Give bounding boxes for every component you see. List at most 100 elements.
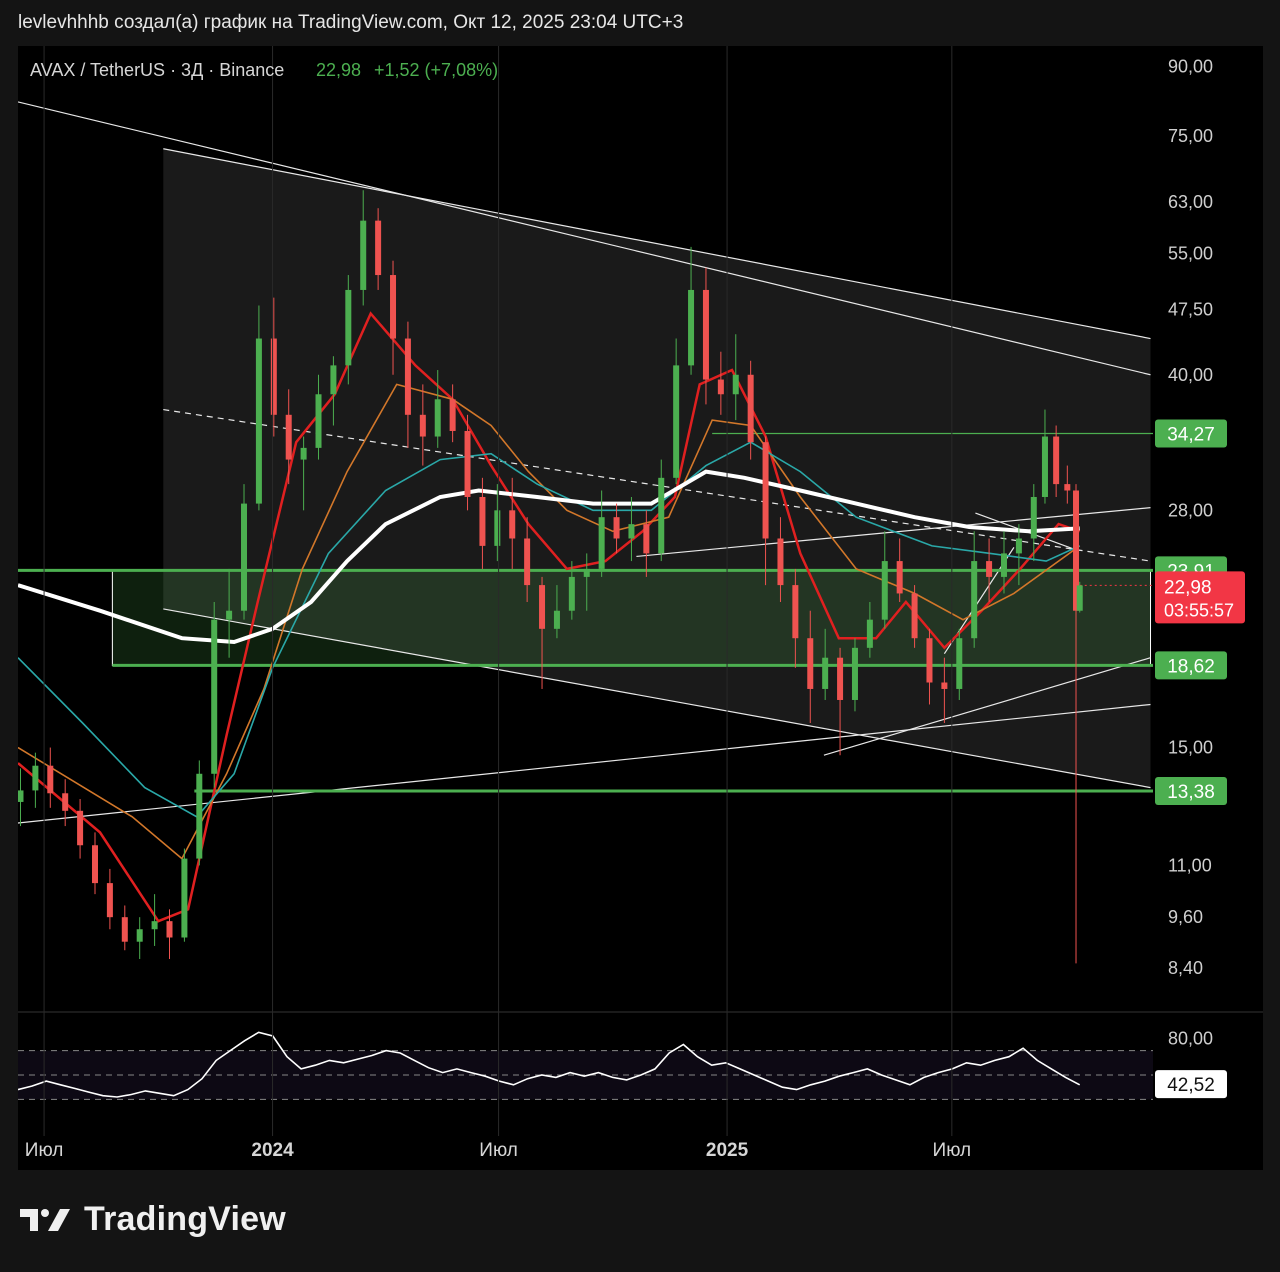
price-tick-label: 63,00 bbox=[1168, 192, 1213, 212]
candle[interactable] bbox=[166, 909, 173, 959]
price-tick-label: 55,00 bbox=[1168, 244, 1213, 264]
candle[interactable] bbox=[449, 384, 456, 443]
candle[interactable] bbox=[1076, 581, 1083, 613]
candle[interactable] bbox=[762, 436, 769, 586]
candle[interactable] bbox=[941, 657, 948, 724]
candle[interactable] bbox=[792, 568, 799, 668]
candle[interactable] bbox=[717, 351, 724, 415]
candle[interactable] bbox=[211, 601, 218, 788]
candle[interactable] bbox=[241, 484, 248, 620]
candle[interactable] bbox=[747, 360, 754, 460]
level-badge-label: 34,27 bbox=[1167, 425, 1215, 446]
candle-body bbox=[509, 510, 516, 539]
price-chart[interactable]: 90,00 75,00 63,00 55,00 47,50 40,00 28,00 15,00… bbox=[18, 46, 1263, 1170]
candle[interactable] bbox=[196, 760, 203, 866]
candle[interactable] bbox=[822, 628, 829, 700]
candle[interactable] bbox=[553, 585, 560, 639]
candle[interactable] bbox=[628, 496, 635, 562]
moving-average-line bbox=[18, 469, 1080, 645]
candle[interactable] bbox=[673, 338, 680, 485]
candle[interactable] bbox=[494, 484, 501, 562]
candle[interactable] bbox=[1073, 484, 1080, 964]
price-tick-label: 11,00 bbox=[1168, 855, 1212, 875]
candle[interactable] bbox=[181, 848, 188, 942]
candle[interactable] bbox=[613, 503, 620, 554]
candle[interactable] bbox=[77, 799, 84, 859]
candle[interactable] bbox=[285, 389, 292, 485]
candle[interactable] bbox=[1053, 425, 1060, 497]
candle[interactable] bbox=[330, 356, 337, 426]
candle[interactable] bbox=[777, 517, 784, 602]
price-tick-label: 47,50 bbox=[1168, 299, 1213, 319]
candle-body bbox=[1053, 436, 1060, 485]
candle[interactable] bbox=[121, 905, 128, 951]
candle[interactable] bbox=[986, 538, 993, 602]
candle[interactable] bbox=[866, 601, 873, 658]
candle[interactable] bbox=[881, 531, 888, 629]
candle[interactable] bbox=[151, 894, 158, 946]
candle[interactable] bbox=[643, 510, 650, 577]
candle[interactable] bbox=[702, 267, 709, 405]
candle-body bbox=[702, 289, 709, 380]
candle[interactable] bbox=[1041, 409, 1048, 504]
candle[interactable] bbox=[851, 638, 858, 712]
candle[interactable] bbox=[539, 576, 546, 689]
candle[interactable] bbox=[315, 374, 322, 460]
candle[interactable] bbox=[226, 568, 233, 658]
level-badge-label: 13,38 bbox=[1167, 782, 1215, 803]
candle[interactable] bbox=[390, 260, 397, 375]
candle[interactable] bbox=[1015, 524, 1022, 586]
candle[interactable] bbox=[971, 531, 978, 648]
trendline bbox=[163, 608, 1151, 789]
candle[interactable] bbox=[598, 490, 605, 577]
candle[interactable] bbox=[404, 321, 411, 448]
candle[interactable] bbox=[583, 553, 590, 611]
candle[interactable] bbox=[1000, 531, 1007, 594]
candle[interactable] bbox=[1064, 465, 1071, 504]
candle[interactable] bbox=[18, 768, 24, 827]
candle[interactable] bbox=[509, 477, 516, 569]
candle[interactable] bbox=[658, 459, 665, 562]
candle[interactable] bbox=[464, 414, 471, 511]
candle-body bbox=[732, 374, 739, 395]
candle[interactable] bbox=[911, 585, 918, 648]
candle-body bbox=[285, 414, 292, 460]
candle-body bbox=[32, 765, 39, 791]
candle[interactable] bbox=[434, 370, 441, 448]
time-tick-label: Июл bbox=[933, 1140, 972, 1161]
candle[interactable] bbox=[270, 297, 277, 437]
candle[interactable] bbox=[300, 436, 307, 511]
price-tick-label: 90,00 bbox=[1168, 57, 1213, 77]
candle[interactable] bbox=[837, 647, 844, 756]
candle-body bbox=[226, 610, 233, 620]
candle[interactable] bbox=[419, 384, 426, 466]
last-price-badge bbox=[1155, 571, 1245, 624]
candle[interactable] bbox=[62, 779, 69, 827]
channel-shading bbox=[111, 148, 1152, 788]
candle[interactable] bbox=[375, 208, 382, 290]
candle-body bbox=[866, 619, 873, 648]
candle[interactable] bbox=[896, 538, 903, 602]
chart-attribution: levlevhhhb создал(а) график на TradingVi… bbox=[18, 12, 684, 33]
candle[interactable] bbox=[926, 628, 933, 705]
candle[interactable] bbox=[524, 517, 531, 602]
candles bbox=[18, 190, 1083, 964]
candle[interactable] bbox=[32, 752, 39, 808]
candle[interactable] bbox=[479, 477, 486, 569]
candle[interactable] bbox=[136, 917, 143, 959]
candle[interactable] bbox=[360, 190, 367, 306]
chart-panel[interactable]: 90,00 75,00 63,00 55,00 47,50 40,00 28,00 15,00… bbox=[18, 46, 1263, 1170]
candle-body bbox=[494, 510, 501, 546]
candle[interactable] bbox=[345, 275, 352, 385]
candle[interactable] bbox=[807, 610, 814, 724]
candle[interactable] bbox=[688, 246, 695, 375]
candle[interactable] bbox=[91, 832, 98, 895]
candle[interactable] bbox=[255, 305, 262, 511]
candle[interactable] bbox=[732, 334, 739, 421]
candle[interactable] bbox=[47, 747, 54, 808]
tradingview-logo[interactable]: TradingView bbox=[18, 1200, 286, 1239]
candle[interactable] bbox=[106, 868, 113, 930]
candle[interactable] bbox=[1030, 484, 1037, 562]
candle[interactable] bbox=[568, 561, 575, 620]
candle[interactable] bbox=[956, 628, 963, 700]
